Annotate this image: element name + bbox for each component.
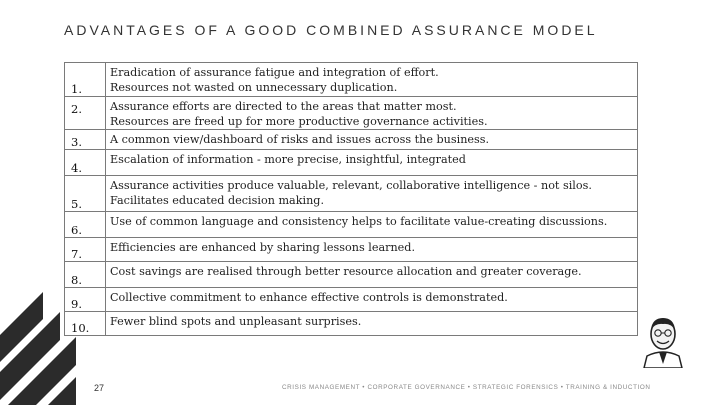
- advantage-text-line: Escalation of information - more precise…: [110, 153, 466, 166]
- advantage-text-line: Collective commitment to enhance effecti…: [110, 291, 508, 304]
- row-number-cell: 8.: [64, 261, 106, 288]
- row-number-cell: 3.: [64, 129, 106, 150]
- advantage-text-line: Assurance efforts are directed to the ar…: [110, 100, 457, 113]
- row-number-cell: 5.: [64, 175, 106, 212]
- table-row: 3. A common view/dashboard of risks and i…: [64, 129, 638, 150]
- table-row: 8. Cost savings are realised through bett…: [64, 261, 638, 288]
- table-row: 2. Assurance efforts are directed to the …: [64, 96, 638, 130]
- table-row: 7. Efficiencies are enhanced by sharing l…: [64, 237, 638, 262]
- row-number-cell: 10.: [64, 311, 106, 336]
- slide-title: ADVANTAGES OF A GOOD COMBINED ASSURANCE …: [64, 22, 598, 38]
- row-number: 1.: [71, 82, 82, 96]
- advantage-text-cell: Assurance activities produce valuable, r…: [105, 175, 638, 212]
- table-row: 10. Fewer blind spots and unpleasant surp…: [64, 311, 638, 336]
- advantage-text-line: Facilitates educated decision making.: [110, 194, 325, 207]
- advantages-table: 1. Eradication of assurance fatigue and i…: [64, 62, 638, 336]
- row-number-cell: 7.: [64, 237, 106, 262]
- advantage-text-line: Resources not wasted on unnecessary dupl…: [110, 81, 398, 94]
- row-number-cell: 2.: [64, 96, 106, 130]
- advantage-text-cell: Efficiencies are enhanced by sharing les…: [105, 237, 638, 262]
- presenter-avatar: [643, 318, 683, 368]
- row-number: 9.: [71, 297, 82, 311]
- row-number: 4.: [71, 161, 82, 175]
- advantage-text-cell: Escalation of information - more precise…: [105, 149, 638, 176]
- row-number: 6.: [71, 223, 82, 237]
- advantage-text-line: Cost savings are realised through better…: [110, 265, 582, 278]
- advantage-text-cell: Collective commitment to enhance effecti…: [105, 287, 638, 312]
- advantage-text-line: Fewer blind spots and unpleasant surpris…: [110, 315, 362, 328]
- footer-services: CRISIS MANAGEMENT • CORPORATE GOVERNANCE…: [282, 384, 651, 391]
- row-number: 2.: [71, 102, 82, 116]
- row-number-cell: 4.: [64, 149, 106, 176]
- advantage-text-cell: Fewer blind spots and unpleasant surpris…: [105, 311, 638, 336]
- table-row: 9. Collective commitment to enhance effec…: [64, 287, 638, 312]
- row-number: 10.: [71, 321, 90, 335]
- advantage-text-line: Resources are freed up for more producti…: [110, 115, 488, 128]
- table-row: 6. Use of common language and consistency…: [64, 211, 638, 238]
- advantage-text-line: A common view/dashboard of risks and iss…: [110, 133, 490, 146]
- row-number: 3.: [71, 135, 82, 149]
- advantage-text-cell: Use of common language and consistency h…: [105, 211, 638, 238]
- row-number: 7.: [71, 247, 82, 261]
- advantage-text-cell: A common view/dashboard of risks and iss…: [105, 129, 638, 150]
- row-number-cell: 6.: [64, 211, 106, 238]
- advantage-text-line: Eradication of assurance fatigue and int…: [110, 66, 439, 79]
- row-number: 8.: [71, 273, 82, 287]
- table-row: 5. Assurance activities produce valuable,…: [64, 175, 638, 212]
- table-row: 1. Eradication of assurance fatigue and i…: [64, 62, 638, 97]
- row-number-cell: 1.: [64, 62, 106, 97]
- advantage-text-line: Efficiencies are enhanced by sharing les…: [110, 241, 416, 254]
- advantage-text-cell: Assurance efforts are directed to the ar…: [105, 96, 638, 130]
- row-number-cell: 9.: [64, 287, 106, 312]
- advantage-text-cell: Eradication of assurance fatigue and int…: [105, 62, 638, 97]
- row-number: 5.: [71, 197, 82, 211]
- advantage-text-line: Assurance activities produce valuable, r…: [110, 179, 592, 192]
- advantage-text-line: Use of common language and consistency h…: [110, 215, 608, 228]
- table-row: 4. Escalation of information - more preci…: [64, 149, 638, 176]
- advantage-text-cell: Cost savings are realised through better…: [105, 261, 638, 288]
- page-number: 27: [94, 383, 105, 393]
